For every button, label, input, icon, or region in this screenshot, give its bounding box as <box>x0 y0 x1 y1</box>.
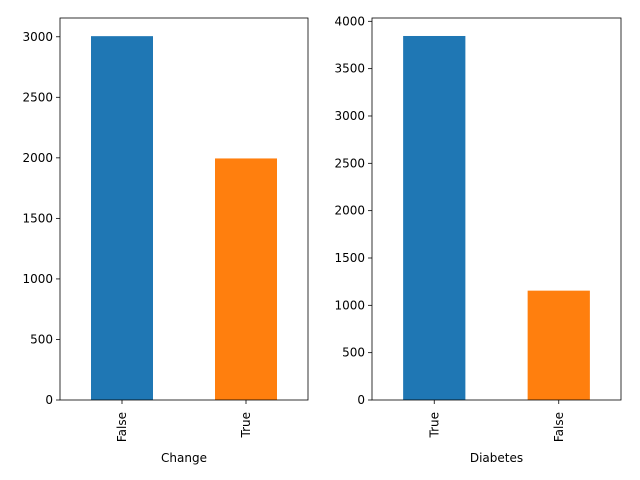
y-tick-label: 3500 <box>334 62 365 76</box>
y-tick-label: 0 <box>45 393 53 407</box>
bar-false <box>527 290 590 400</box>
x-tick-label: True <box>427 412 441 439</box>
y-tick-label: 0 <box>357 393 365 407</box>
y-tick-label: 500 <box>30 332 53 346</box>
axes-frame <box>59 17 309 401</box>
y-tick-label: 1500 <box>22 211 53 225</box>
y-tick-label: 4000 <box>334 14 365 28</box>
bar-true <box>403 35 466 401</box>
chart-change: 0 500 1000 1500 2000 2500 3000 False True Change <box>22 17 309 465</box>
y-tick-label: 2500 <box>22 90 53 104</box>
y-tick-label: 2000 <box>22 151 53 165</box>
bar-true <box>215 158 277 400</box>
y-tick-label: 3000 <box>22 30 53 44</box>
x-tick-label: True <box>239 412 253 439</box>
x-tick-label: False <box>552 412 566 442</box>
axes-frame <box>371 17 622 401</box>
y-tick-label: 3000 <box>334 109 365 123</box>
y-tick-label: 1000 <box>22 272 53 286</box>
y-tick-label: 500 <box>342 346 365 360</box>
x-tick-label: False <box>115 412 129 442</box>
y-tick-label: 2500 <box>334 156 365 170</box>
bar-false <box>91 36 153 400</box>
x-axis-label: Diabetes <box>470 451 523 465</box>
x-axis-label: Change <box>161 451 207 465</box>
y-tick-label: 2000 <box>334 204 365 218</box>
chart-diabetes: 0 500 1000 1500 2000 2500 3000 3500 4000 True Fals… <box>334 14 622 465</box>
y-tick-label: 1000 <box>334 298 365 312</box>
y-tick-label: 1500 <box>334 251 365 265</box>
